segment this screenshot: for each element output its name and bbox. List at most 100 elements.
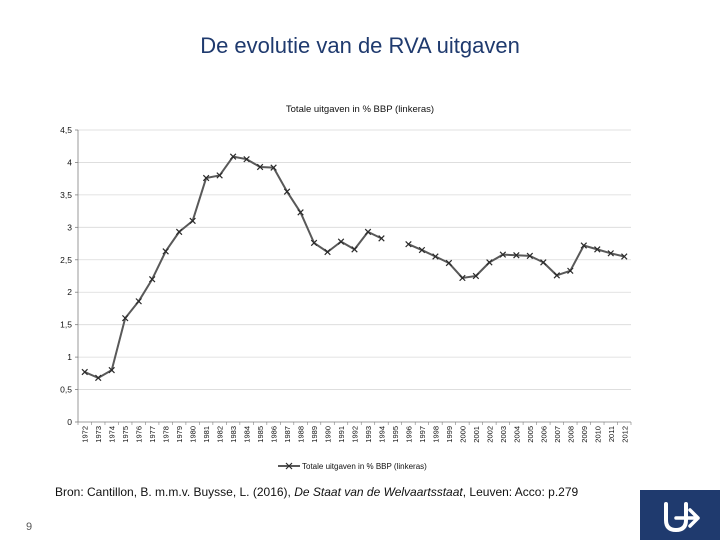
data-point — [121, 314, 129, 322]
x-tick-label: 1972 — [81, 426, 90, 443]
series-segment — [528, 254, 545, 264]
data-point — [513, 252, 520, 259]
data-point — [162, 248, 169, 255]
x-tick-label: 1981 — [202, 426, 211, 443]
data-point — [229, 153, 237, 160]
series-segment — [582, 244, 599, 251]
series-segment — [97, 369, 113, 379]
x-tick-label: 2002 — [485, 426, 494, 443]
series-line — [83, 155, 626, 379]
series-segment — [83, 371, 100, 379]
data-point — [243, 155, 250, 163]
slide-title: De evolutie van de RVA uitgaven — [200, 33, 520, 58]
legend-x-marker — [285, 462, 293, 470]
data-point — [270, 164, 277, 171]
y-tick-label: 4 — [67, 157, 72, 167]
x-tick-label: 2009 — [580, 426, 589, 443]
chart-container: Totale uitgaven in % BBP (linkeras) 0 0,5… — [38, 92, 706, 482]
x-tick-label: 1998 — [431, 426, 440, 443]
x-tick-label: 1997 — [418, 426, 427, 443]
series-segment — [434, 255, 450, 265]
x-tick-label: 2011 — [607, 426, 616, 442]
series-segment — [286, 190, 302, 214]
data-point — [283, 188, 291, 195]
data-point — [364, 228, 372, 236]
y-tick-label: 4,5 — [60, 125, 72, 135]
data-point — [567, 267, 574, 275]
series-segment — [461, 275, 477, 279]
data-point — [108, 366, 115, 374]
series-segment — [205, 174, 221, 180]
brand-bar — [640, 490, 720, 540]
data-point — [472, 272, 480, 280]
data-point — [297, 209, 304, 216]
x-tick-label: 1995 — [391, 426, 400, 443]
x-tick-label: 1992 — [351, 426, 360, 443]
series-segment — [501, 253, 518, 257]
x-tick-label: 2008 — [566, 426, 575, 443]
series-segment — [164, 230, 181, 253]
data-point — [459, 274, 466, 282]
chart-legend: Totale uitgaven in % BBP (linkeras) — [278, 462, 427, 471]
x-tick-label: 1991 — [337, 426, 346, 443]
data-point — [432, 253, 439, 260]
series-segment — [340, 240, 356, 251]
series-segment — [488, 253, 504, 264]
data-point — [499, 251, 507, 258]
x-tick-label: 1980 — [189, 426, 198, 443]
data-point — [553, 272, 561, 279]
y-tick-label: 2,5 — [60, 255, 72, 265]
x-tick-label: 1974 — [108, 426, 117, 443]
series-segment — [259, 165, 275, 169]
x-tick-label: 1996 — [404, 426, 413, 443]
data-point — [418, 246, 426, 254]
data-point — [148, 276, 156, 283]
x-tick-label: 1999 — [445, 426, 454, 443]
series-segment — [609, 252, 626, 258]
y-tick-label: 1 — [67, 352, 72, 362]
data-point — [486, 259, 493, 266]
legend-label: Totale uitgaven in % BBP (linkeras) — [302, 462, 427, 471]
data-point — [594, 246, 601, 253]
x-tick-label: 1986 — [270, 426, 279, 443]
x-tick-label: 2006 — [539, 426, 548, 443]
x-tick-label: 2012 — [620, 426, 629, 443]
x-tick-label: 1983 — [229, 426, 238, 443]
series-segment — [137, 278, 154, 303]
x-tick-label: 1984 — [243, 426, 252, 443]
data-point — [216, 172, 223, 179]
series-segment — [191, 177, 208, 222]
series-segment — [218, 155, 235, 177]
x-tick-label: 2000 — [458, 426, 467, 443]
x-tick-label: 2004 — [512, 426, 521, 443]
x-tick-label: 2005 — [526, 426, 535, 443]
x-tick-label: 2001 — [472, 426, 481, 443]
x-tick-label: 1985 — [256, 426, 265, 443]
data-point — [324, 248, 331, 256]
source-title: De Staat van de Welvaartsstaat — [294, 485, 463, 499]
x-tick-label: 2010 — [593, 426, 602, 443]
series-segment — [272, 166, 289, 193]
x-tick-label: 1975 — [121, 426, 130, 443]
x-tick-label: 1988 — [297, 426, 306, 443]
series-segment — [151, 250, 167, 281]
data-point — [607, 250, 614, 257]
data-point — [445, 259, 453, 267]
data-point — [621, 253, 628, 260]
x-tick-label: 1990 — [324, 426, 333, 443]
line-chart: Totale uitgaven in % BBP (linkeras) 0 0,5… — [60, 104, 632, 471]
data-point — [405, 240, 412, 248]
x-tick-label: 1993 — [364, 426, 373, 443]
series-segment — [515, 254, 531, 257]
x-tick-label: 1989 — [310, 426, 319, 443]
data-point — [256, 163, 264, 171]
x-tick-label: 1982 — [216, 426, 225, 443]
x-tick-label: 1976 — [135, 426, 144, 443]
x-tick-label: 1978 — [162, 426, 171, 443]
data-point — [526, 252, 534, 260]
y-tick-label: 0,5 — [60, 385, 72, 395]
x-tick-label: 1977 — [148, 426, 157, 443]
series-markers — [81, 153, 628, 382]
x-tick-label: 2003 — [499, 426, 508, 443]
series-segment — [245, 158, 262, 168]
